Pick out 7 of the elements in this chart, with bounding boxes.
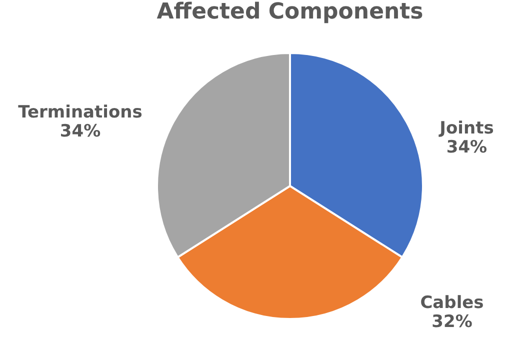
slice-label: Cables: [420, 293, 484, 313]
chart-title: Affected Components: [156, 0, 424, 24]
data-label: 34%: [60, 121, 101, 142]
slice-label: Terminations: [18, 102, 142, 122]
slice-label: Joints: [438, 118, 494, 138]
data-label: 34%: [446, 137, 488, 158]
data-label: 32%: [432, 312, 472, 332]
